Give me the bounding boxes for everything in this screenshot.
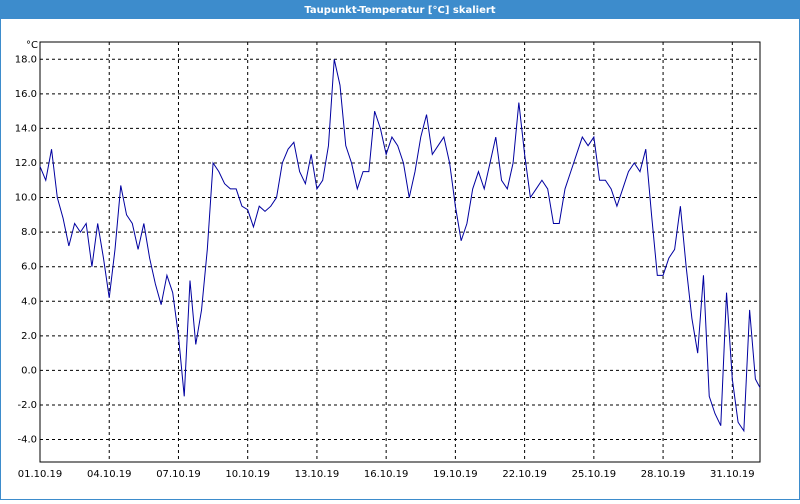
x-tick-label: 28.10.19 [641, 469, 686, 480]
line [39, 59, 761, 433]
x-tick-label: 04.10.19 [87, 469, 132, 480]
x-tick-label: 07.10.19 [156, 469, 201, 480]
y-tick-label: 14.0 [15, 123, 37, 134]
x-tick-label: 22.10.19 [502, 469, 547, 480]
title-bar [0, 0, 800, 19]
y-tick-label: 0.0 [21, 365, 37, 376]
x-tick-label: 19.10.19 [433, 469, 478, 480]
y-tick-label: 4.0 [21, 296, 37, 307]
y-tick-label: -4.0 [17, 435, 37, 446]
x-tick-label: 16.10.19 [364, 469, 409, 480]
y-tick-label: 10.0 [15, 193, 37, 204]
y-tick-label: 18.0 [15, 54, 37, 65]
y-tick-label: 8.0 [21, 227, 37, 238]
y-tick-label: 2.0 [21, 331, 37, 342]
x-tick-label: 01.10.19 [18, 469, 63, 480]
x-tick-label: 13.10.19 [295, 469, 340, 480]
y-tick-label: 6.0 [21, 262, 37, 273]
y-tick-label: -2.0 [17, 400, 37, 411]
plot-area [39, 41, 761, 463]
chart-title: Taupunkt-Temperatur [°C] skaliert [304, 5, 495, 16]
x-tick-label: 31.10.19 [710, 469, 755, 480]
x-tick-label: 10.10.19 [225, 469, 270, 480]
y-tick-label: 12.0 [15, 158, 37, 169]
y-tick-label: 16.0 [15, 89, 37, 100]
y-unit: °C [26, 40, 38, 51]
x-tick-label: 25.10.19 [572, 469, 617, 480]
